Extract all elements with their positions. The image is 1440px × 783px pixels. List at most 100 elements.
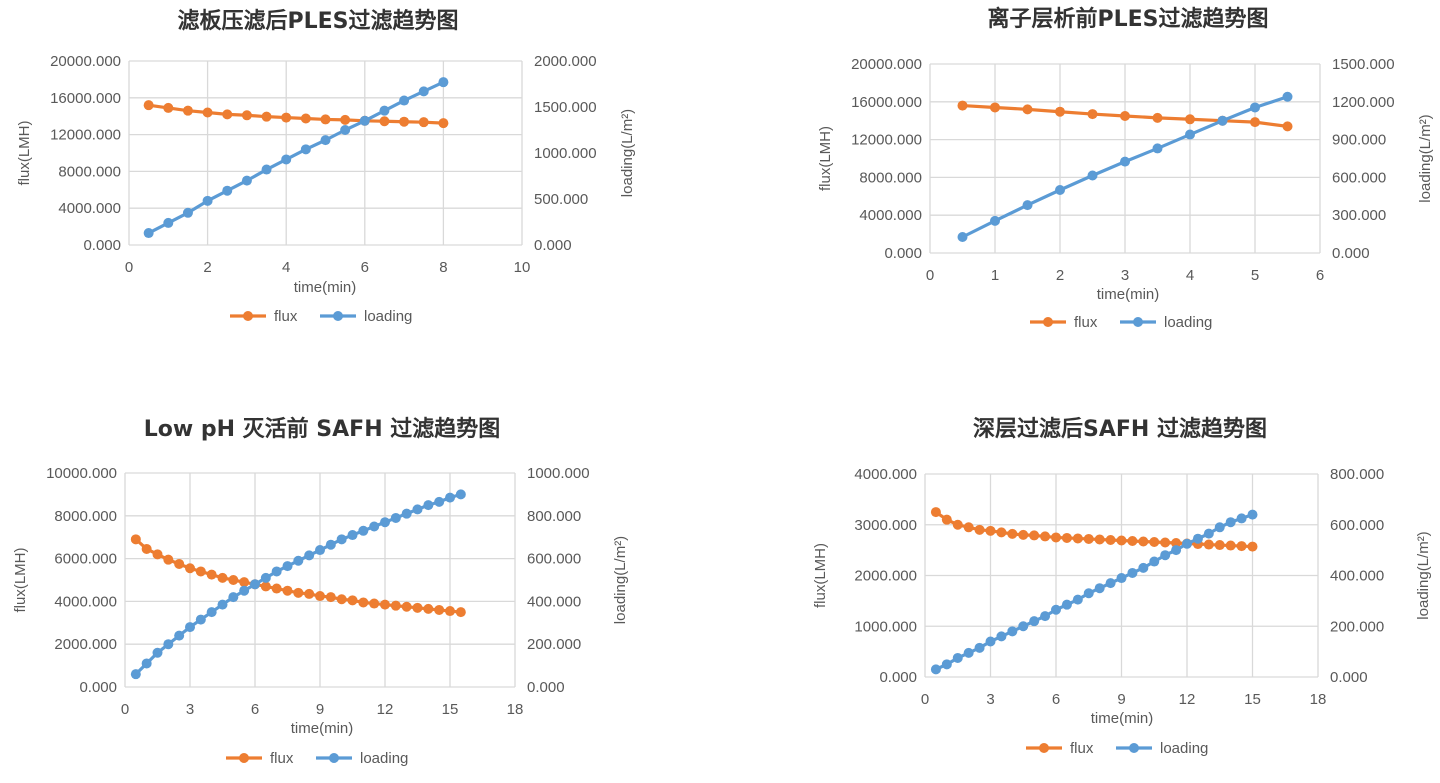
y2-tick-label: 300.000: [1332, 207, 1386, 224]
data-point-loading: [1083, 588, 1094, 599]
data-point-flux: [1160, 537, 1171, 548]
legend-item-flux: flux: [1030, 314, 1098, 331]
series-line-flux: [148, 103, 444, 125]
x-tick-label: 18: [1310, 691, 1327, 708]
y-axis-label: flux(LMH): [812, 543, 829, 608]
data-point-flux: [985, 525, 996, 536]
y2-tick-label: 400.000: [527, 593, 581, 610]
data-point-flux: [399, 116, 410, 127]
y-tick-label: 20000.000: [851, 56, 922, 73]
data-point-loading: [1185, 129, 1195, 140]
data-point-loading: [1105, 578, 1116, 589]
data-point-loading: [359, 115, 370, 126]
data-point-flux: [1029, 530, 1040, 541]
legend-item-flux: flux: [230, 308, 298, 325]
data-point-loading: [143, 228, 154, 239]
y2-tick-label: 1000.000: [534, 145, 597, 162]
y-tick-label: 16000.000: [851, 94, 922, 111]
data-point-flux: [418, 117, 429, 128]
y-tick-label: 16000.000: [50, 90, 121, 107]
data-point-flux: [990, 102, 1000, 113]
data-point-loading: [985, 636, 996, 647]
series-line-loading: [134, 492, 462, 676]
data-point-flux: [1116, 535, 1127, 546]
legend-label: loading: [1164, 314, 1212, 331]
data-point-loading: [336, 534, 347, 545]
legend-label: loading: [1160, 740, 1208, 757]
chart-title: 深层过滤后SAFH 过滤趋势图: [973, 416, 1267, 442]
data-point-flux: [239, 577, 250, 588]
data-point-loading: [163, 639, 174, 650]
x-tick-label: 3: [1121, 267, 1129, 284]
data-point-flux: [952, 519, 963, 530]
data-point-loading: [222, 185, 233, 196]
legend-item-loading: loading: [316, 750, 408, 767]
data-point-loading: [1160, 550, 1171, 561]
data-point-loading: [241, 175, 252, 186]
data-point-flux: [1120, 110, 1130, 121]
data-point-loading: [380, 517, 390, 528]
data-point-flux: [340, 114, 351, 125]
data-point-loading: [1203, 528, 1214, 539]
data-point-flux: [1225, 540, 1236, 551]
data-point-flux: [1040, 531, 1051, 542]
data-point-loading: [130, 669, 141, 680]
data-point-loading: [1282, 91, 1293, 102]
legend-label: flux: [274, 308, 298, 325]
x-tick-label: 9: [316, 701, 324, 718]
data-point-loading: [445, 492, 455, 503]
y2-tick-label: 800.000: [527, 508, 581, 525]
y-axis-label: flux(LMH): [16, 120, 33, 185]
data-point-flux: [1152, 112, 1163, 123]
data-point-loading: [963, 647, 974, 658]
x-tick-label: 6: [361, 259, 369, 276]
x-tick-label: 10: [514, 259, 531, 276]
data-point-loading: [293, 555, 304, 566]
x-tick-label: 1: [991, 267, 999, 284]
data-point-flux: [455, 607, 466, 618]
y-tick-label: 4000.000: [54, 593, 117, 610]
data-point-loading: [974, 642, 985, 653]
data-point-loading: [1236, 513, 1247, 524]
y-tick-label: 8000.000: [859, 169, 922, 186]
chart-title: 滤板压滤后PLES过滤趋势图: [177, 8, 458, 34]
data-point-loading: [195, 614, 206, 625]
data-point-flux: [163, 102, 174, 113]
data-point-flux: [941, 514, 952, 525]
data-point-loading: [1192, 533, 1203, 544]
y-axis-label: flux(LMH): [12, 547, 29, 612]
y-tick-label: 0.000: [879, 669, 917, 686]
data-point-loading: [401, 508, 412, 519]
data-point-loading: [320, 135, 331, 146]
data-point-flux: [228, 575, 239, 585]
data-point-loading: [182, 207, 193, 218]
data-point-loading: [152, 647, 163, 658]
data-point-loading: [304, 550, 315, 561]
data-point-loading: [1055, 185, 1065, 195]
data-point-loading: [1087, 170, 1098, 181]
data-point-flux: [315, 591, 325, 602]
y-tick-label: 8000.000: [54, 508, 117, 525]
x-tick-label: 12: [377, 701, 394, 718]
legend-marker-icon: [1129, 743, 1139, 753]
x-tick-label: 9: [1117, 691, 1125, 708]
data-point-loading: [239, 585, 250, 596]
data-point-flux: [163, 554, 174, 565]
data-point-loading: [1149, 556, 1160, 567]
data-point-flux: [182, 105, 193, 116]
data-point-flux: [930, 507, 941, 518]
data-point-flux: [1138, 536, 1149, 547]
data-point-flux: [1055, 106, 1065, 117]
x-tick-label: 2: [1056, 267, 1064, 284]
y-tick-label: 2000.000: [854, 568, 917, 585]
y2-tick-label: 600.000: [1332, 169, 1386, 186]
data-point-flux: [304, 588, 315, 599]
data-point-flux: [412, 602, 423, 613]
data-point-flux: [261, 111, 272, 122]
x-tick-label: 8: [439, 259, 447, 276]
data-point-flux: [445, 606, 455, 617]
data-point-loading: [1138, 562, 1149, 573]
data-point-loading: [1007, 626, 1018, 637]
x-tick-label: 12: [1179, 691, 1196, 708]
data-point-flux: [401, 601, 412, 612]
